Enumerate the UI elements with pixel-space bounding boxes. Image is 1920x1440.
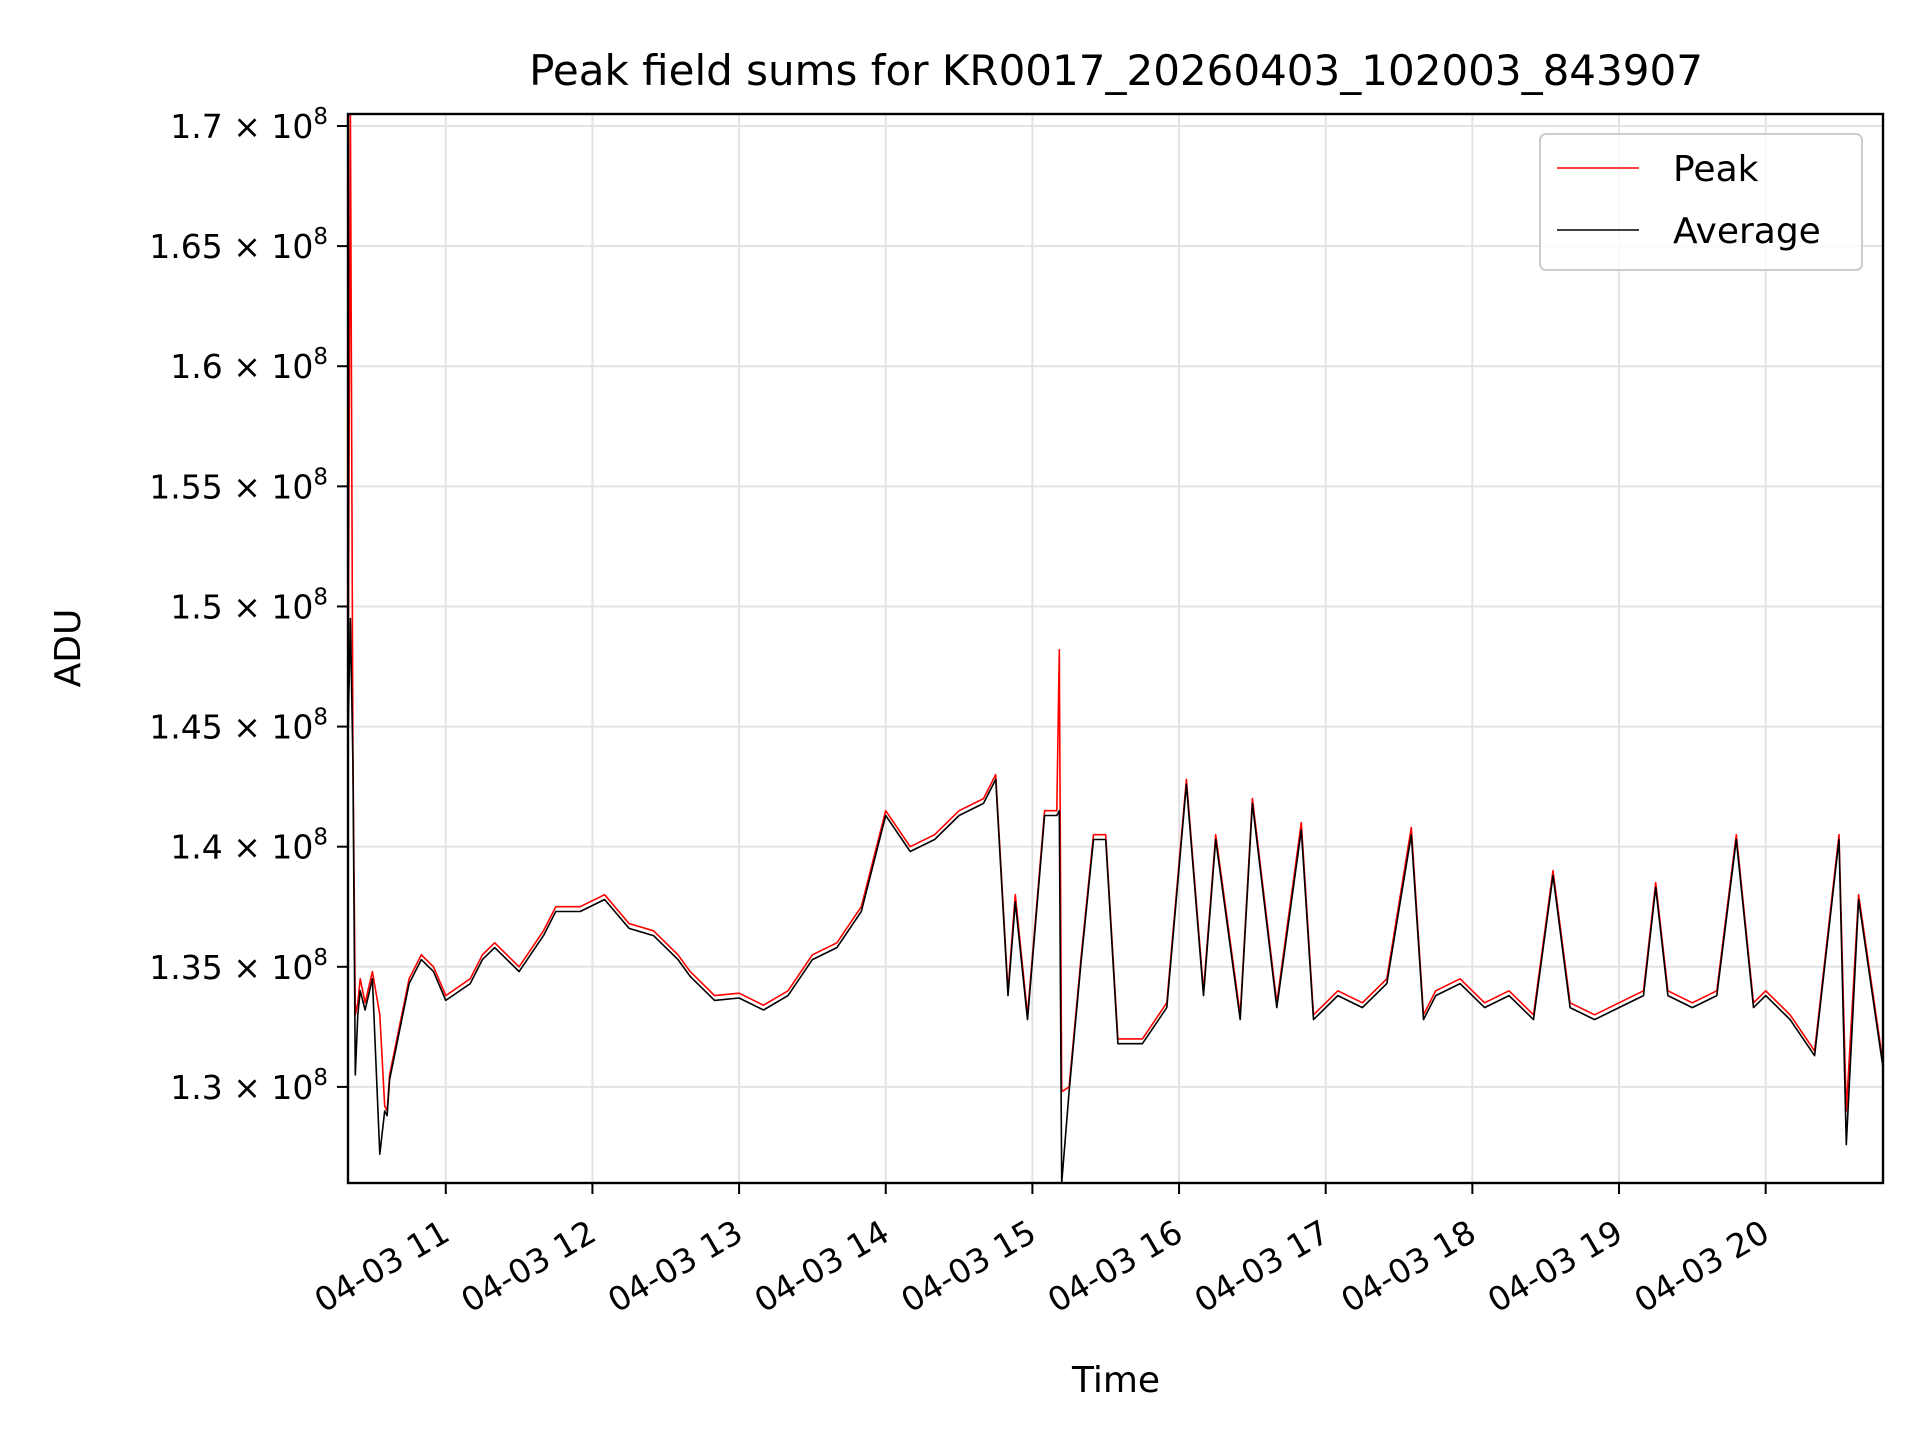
x-axis-label: Time [1071,1360,1160,1401]
series-layer [347,113,1884,1184]
series-line-average [347,617,1884,1184]
y-tick-label: 1.7 × 108 [170,104,328,146]
chart-title: Peak field sums for KR0017_20260403_1020… [529,46,1703,95]
y-tick-label: 1.65 × 108 [149,224,328,266]
series-line-peak [347,113,1884,1112]
y-tick-label: 1.5 × 108 [170,584,328,626]
y-tick-label: 1.35 × 108 [149,945,328,987]
y-tick-label: 1.3 × 108 [170,1065,328,1107]
legend: Peak Average [1539,133,1863,271]
y-tick-label: 1.6 × 108 [170,344,328,386]
y-axis: 1.3 × 108 1.35 × 108 1.4 × 108 1.45 × 108 1.… [149,104,348,1107]
plot-frame [346,112,1885,1185]
y-tick-label: 1.55 × 108 [149,464,328,506]
legend-label-average: Average [1673,211,1821,252]
y-axis-label: ADU [48,609,89,688]
legend-label-peak: Peak [1673,149,1759,190]
y-tick-label: 1.45 × 108 [149,705,328,747]
y-tick-label: 1.4 × 108 [170,825,328,867]
grid [348,114,1883,1183]
